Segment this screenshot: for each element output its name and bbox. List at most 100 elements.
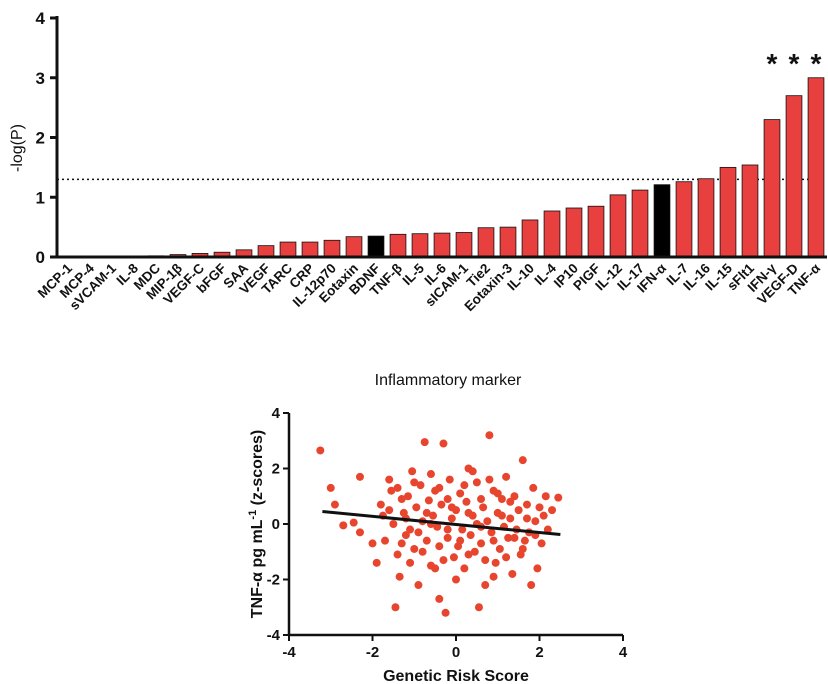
- scatter-y-title-tail: (z-scores): [249, 430, 266, 510]
- scatter-chart-point: [408, 467, 417, 476]
- scatter-chart-point: [420, 438, 429, 447]
- scatter-chart-point: [381, 536, 390, 545]
- bar-chart-bar: [323, 239, 341, 258]
- scatter-chart-point: [406, 525, 415, 534]
- bar-chart-bar: [543, 210, 561, 258]
- bar-chart-bar: [653, 184, 671, 258]
- scatter-chart-point: [518, 544, 527, 553]
- scatter-chart-point: [391, 603, 400, 612]
- scatter-chart-point: [424, 496, 433, 505]
- scatter-chart-point: [387, 486, 396, 495]
- scatter-chart-point: [385, 475, 394, 484]
- scatter-chart-point: [464, 550, 473, 559]
- bar-chart-x-axis: MCP-1MCP-4sVCAM-1IL-8MDCMIP-1βVEGF-CbFGF…: [35, 255, 827, 314]
- scatter-chart-y-axis-title: TNF-α pg mL-1 (z-scores): [247, 430, 266, 619]
- scatter-chart-y-tick-label: 2: [272, 461, 280, 478]
- scatter-chart-point: [458, 525, 467, 534]
- bar-chart-y-tick-label: 4: [36, 9, 46, 28]
- scatter-chart-point: [456, 536, 465, 545]
- scatter-chart-point: [376, 500, 385, 509]
- scatter-chart-point: [489, 536, 498, 545]
- scatter-chart-point: [445, 475, 454, 484]
- scatter-chart-point: [414, 528, 423, 537]
- bar-chart-y-axis-title: -log(P): [9, 124, 26, 172]
- bar-chart-bar: [521, 219, 539, 258]
- scatter-chart-point: [485, 431, 494, 440]
- scatter-chart-point: [412, 503, 421, 512]
- scatter-chart-point: [464, 508, 473, 517]
- scatter-chart-point: [479, 503, 488, 512]
- scatter-chart-y-tick-label: 0: [272, 516, 280, 533]
- scatter-chart-point: [449, 553, 458, 562]
- scatter-chart-point: [385, 506, 394, 515]
- bar-chart-y-tick-label: 1: [36, 188, 45, 207]
- scatter-chart-point: [393, 483, 402, 492]
- scatter-chart-point: [537, 539, 546, 548]
- scatter-chart-point: [554, 493, 563, 502]
- scatter-chart-point: [504, 533, 513, 542]
- scatter-chart-point: [502, 472, 511, 481]
- bar-chart: 0 1 2 3 4 MCP-1MCP-4sVCAM-1IL-8MDCMIP-1βVEGF…: [9, 9, 827, 389]
- bar-chart-bar: [587, 205, 605, 258]
- scatter-chart-fit-line: [322, 510, 561, 537]
- bar-chart-bar: [499, 226, 517, 258]
- scatter-chart: -4 -2 0 2 4 -4 -2 0 2 4 Genetic Risk Score TNF-α …: [247, 405, 628, 684]
- scatter-chart-point: [447, 503, 456, 512]
- bar-chart-bar: [785, 95, 803, 258]
- bar-chart-bar: [609, 194, 627, 258]
- scatter-chart-point: [506, 497, 515, 506]
- scatter-chart-point: [443, 525, 452, 534]
- scatter-chart-point: [441, 608, 450, 617]
- scatter-chart-point: [468, 467, 477, 476]
- scatter-chart-axes: -4 -2 0 2 4 -4 -2 0 2 4: [267, 405, 628, 661]
- bar-chart-significance-marker: *: [789, 48, 800, 79]
- scatter-chart-point: [397, 539, 406, 548]
- scatter-chart-point: [506, 514, 515, 523]
- scatter-chart-y-tick-label: -2: [267, 572, 280, 589]
- scatter-chart-point: [474, 603, 483, 612]
- scatter-chart-x-tick-label: 4: [619, 644, 628, 661]
- bar-chart-y-axis: 0 1 2 3 4: [36, 9, 59, 267]
- bar-chart-significance-marker: *: [811, 48, 822, 79]
- scatter-y-title-sup: -1: [247, 510, 259, 520]
- scatter-chart-point: [491, 558, 500, 567]
- scatter-chart-point: [548, 506, 557, 515]
- bar-chart-bar: [433, 232, 451, 258]
- scatter-chart-point: [497, 511, 506, 520]
- scatter-chart-point: [401, 531, 410, 540]
- scatter-chart-point: [460, 564, 469, 573]
- scatter-chart-point: [355, 528, 364, 537]
- scatter-chart-fit-group: [322, 510, 561, 537]
- bar-chart-annotations: * * *: [767, 48, 822, 79]
- scatter-chart-point: [535, 503, 544, 512]
- scatter-chart-point: [368, 539, 377, 548]
- scatter-chart-point: [485, 475, 494, 484]
- scatter-chart-point: [493, 489, 502, 498]
- bar-chart-y-tick-label: 2: [36, 129, 45, 148]
- scatter-chart-point: [481, 581, 490, 590]
- scatter-chart-x-tick-label: 2: [535, 644, 543, 661]
- bar-chart-bars: [59, 77, 825, 258]
- bar-chart-bar: [697, 178, 715, 258]
- scatter-chart-y-tick-label: 4: [272, 405, 281, 422]
- scatter-chart-point: [447, 514, 456, 523]
- scatter-chart-point: [418, 547, 427, 556]
- scatter-chart-point: [460, 481, 469, 490]
- scatter-chart-point: [518, 456, 527, 465]
- scatter-chart-point: [443, 495, 452, 504]
- scatter-chart-point: [422, 508, 431, 517]
- scatter-chart-point: [349, 518, 358, 527]
- scatter-chart-point: [541, 492, 550, 501]
- scatter-chart-point: [456, 489, 465, 498]
- bar-chart-significance-marker: *: [767, 48, 778, 79]
- scatter-chart-x-tick-label: -4: [282, 644, 296, 661]
- scatter-chart-point: [429, 511, 438, 520]
- scatter-chart-point: [355, 472, 364, 481]
- scatter-chart-point: [481, 556, 490, 565]
- scatter-chart-point: [520, 536, 529, 545]
- scatter-chart-point: [389, 520, 398, 528]
- bar-chart-bar: [675, 181, 693, 258]
- bar-chart-bar: [455, 232, 473, 258]
- scatter-chart-point: [466, 531, 475, 540]
